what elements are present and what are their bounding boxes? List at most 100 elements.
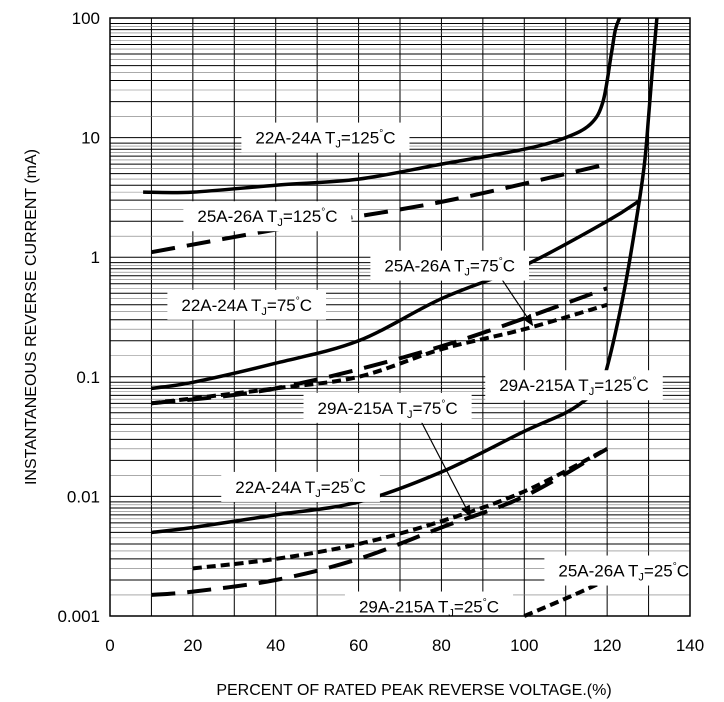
annotation-device: 29A-215A T (318, 399, 407, 418)
degree-mark: ° (633, 376, 637, 387)
annotation-temp: =25 (321, 478, 350, 497)
annotation-box (183, 201, 352, 232)
annotation-temp: =75 (470, 257, 499, 276)
annotation-unit: C (637, 376, 649, 395)
annotation-device: 22A-24A T (255, 129, 335, 148)
series-line-7 (192, 447, 609, 571)
series-line-3 (151, 198, 642, 391)
plot-border (109, 17, 691, 617)
annotation-subscript: J (589, 386, 595, 398)
annotation-device: 25A-26A T (197, 207, 277, 226)
degree-mark: ° (379, 129, 383, 140)
degree-mark: ° (673, 562, 677, 573)
annotation-device: 25A-26A T (384, 257, 464, 276)
annotation-temp: =125 (283, 207, 321, 226)
annotation-box (303, 392, 472, 423)
annotation-subscript: J (335, 139, 341, 151)
annotation-temp: =125 (341, 129, 379, 148)
series-annotation: 22A-24A TJ=75°C (167, 289, 327, 320)
annotation-temp: =75 (413, 399, 442, 418)
series-line-1 (143, 17, 622, 195)
annotation-temp: =125 (594, 376, 632, 395)
annotation-unit: C (677, 562, 689, 581)
series-annotation: 25A-26A TJ=25°C (544, 555, 704, 586)
annotation-subscript: J (464, 267, 470, 279)
y-tick-label: 1 (91, 248, 100, 267)
annotation-box (241, 122, 410, 153)
series-annotation: 29A-215A TJ=75°C (303, 392, 472, 423)
annotation-subscript: J (448, 608, 454, 620)
annotation-temp: =75 (267, 296, 296, 315)
series-annotation: 22A-24A TJ=25°C (221, 471, 380, 502)
series-line-2 (151, 162, 608, 255)
annotation-unit: C (503, 257, 515, 276)
degree-mark: ° (499, 257, 503, 268)
annotation-text: 22A-24A TJ=75°C (181, 296, 312, 318)
x-tick-label: 80 (432, 636, 451, 655)
y-tick-label: 0.1 (76, 368, 100, 387)
y-axis-label: INSTANTANEOUS REVERSE CURRENT (mA) (23, 149, 40, 485)
annotation-box (370, 250, 530, 281)
annotation-device: 29A-215A T (499, 376, 588, 395)
x-tick-label: 140 (676, 636, 704, 655)
annotation-text: 25A-26A TJ=75°C (384, 257, 515, 279)
annotation-subscript: J (407, 409, 413, 421)
series-annotation: 25A-26A TJ=75°C (370, 250, 530, 281)
annotation-text: 29A-215A TJ=25°C (359, 598, 499, 620)
degree-mark: ° (296, 296, 300, 307)
annotation-subscript: J (638, 572, 644, 584)
annotation-text: 25A-26A TJ=125°C (197, 207, 337, 229)
series-group (143, 17, 659, 618)
annotation-device: 22A-24A T (235, 478, 315, 497)
annotation-box (544, 555, 704, 586)
annotation-subscript: J (315, 488, 321, 500)
y-tick-label: 100 (72, 9, 100, 28)
x-tick-label: 0 (105, 636, 114, 655)
x-tick-label: 20 (183, 636, 202, 655)
series-line-5 (151, 302, 608, 406)
y-tick-label: 0.01 (67, 487, 100, 506)
annotation-text: 29A-215A TJ=125°C (499, 376, 649, 398)
annotation-device: 22A-24A T (181, 296, 261, 315)
series-annotation: 29A-215A TJ=25°C (344, 591, 514, 622)
annotation-subscript: J (261, 306, 267, 318)
annotation-device: 29A-215A T (359, 598, 448, 617)
annotation-box (167, 289, 327, 320)
annotation-unit: C (445, 399, 457, 418)
x-axis-label: PERCENT OF RATED PEAK REVERSE VOLTAGE.(%… (216, 682, 611, 699)
series-annotation: 22A-24A TJ=125°C (241, 122, 410, 153)
annotation-unit: C (354, 478, 366, 497)
degree-mark: ° (350, 478, 354, 489)
annotation-temp: =25 (454, 598, 483, 617)
annotation-unit: C (325, 207, 337, 226)
annotation-text: 22A-24A TJ=125°C (255, 129, 395, 151)
y-tick-label: 0.001 (57, 607, 100, 626)
annotation-box (485, 370, 663, 401)
degree-mark: ° (441, 399, 445, 410)
annotation-text: 22A-24A TJ=25°C (235, 478, 366, 500)
series-annotation: 29A-215A TJ=125°C (485, 370, 663, 401)
arrow-29a-215a-75c (420, 420, 471, 518)
annotation-text: 25A-26A TJ=25°C (558, 562, 689, 584)
y-tick-label: 10 (81, 129, 100, 148)
x-tick-label: 40 (266, 636, 285, 655)
series-line-9 (523, 578, 608, 618)
tick-labels: 0 20 40 60 80 100 120 140 0.001 0.01 0.1 1 10 100 (57, 9, 704, 655)
arrow-25a-26a-75c (498, 275, 534, 327)
annotation-box (221, 471, 380, 502)
x-tick-label: 60 (349, 636, 368, 655)
x-tick-label: 120 (593, 636, 621, 655)
degree-mark: ° (321, 207, 325, 218)
annotation-unit: C (300, 296, 312, 315)
annotation-temp: =25 (644, 562, 673, 581)
degree-mark: ° (483, 598, 487, 609)
annotation-subscript: J (277, 217, 283, 229)
plot-frame (109, 17, 691, 617)
series-line-8 (151, 447, 609, 597)
annotation-unit: C (487, 598, 499, 617)
x-tick-label: 100 (510, 636, 538, 655)
series-annotation: 25A-26A TJ=125°C (183, 201, 352, 232)
annotation-unit: C (383, 129, 395, 148)
